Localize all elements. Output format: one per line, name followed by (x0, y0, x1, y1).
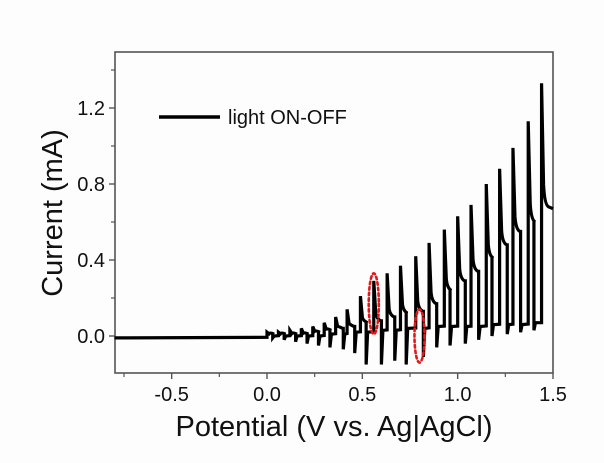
highlight-ellipse (413, 308, 426, 364)
x-tick-label: 1.0 (444, 384, 472, 406)
highlight-ellipse (367, 272, 381, 336)
y-tick-label: 1.2 (77, 98, 105, 120)
y-tick-label: 0.8 (77, 174, 105, 196)
legend: light ON-OFF (159, 107, 347, 129)
series-line (114, 83, 554, 365)
plot-frame (114, 51, 554, 374)
y-axis-ticks: 0.0 0.4 0.8 1.2 (77, 69, 115, 348)
x-axis-title: Potential (V vs. Ag|AgCl) (175, 411, 492, 443)
series-light-on-off (114, 83, 554, 365)
legend-label: light ON-OFF (228, 107, 347, 129)
y-axis-title: Current (mA) (37, 129, 69, 297)
x-tick-label: 1.5 (539, 384, 567, 406)
y-tick-label: 0.0 (77, 326, 105, 348)
y-tick-label: 0.4 (77, 250, 105, 272)
x-axis-ticks: -0.5 0.0 0.5 1.0 1.5 (123, 373, 567, 406)
x-tick-label: 0.5 (348, 384, 376, 406)
x-tick-label: 0.0 (253, 384, 281, 406)
x-tick-label: -0.5 (154, 384, 188, 406)
annotations (367, 272, 426, 364)
